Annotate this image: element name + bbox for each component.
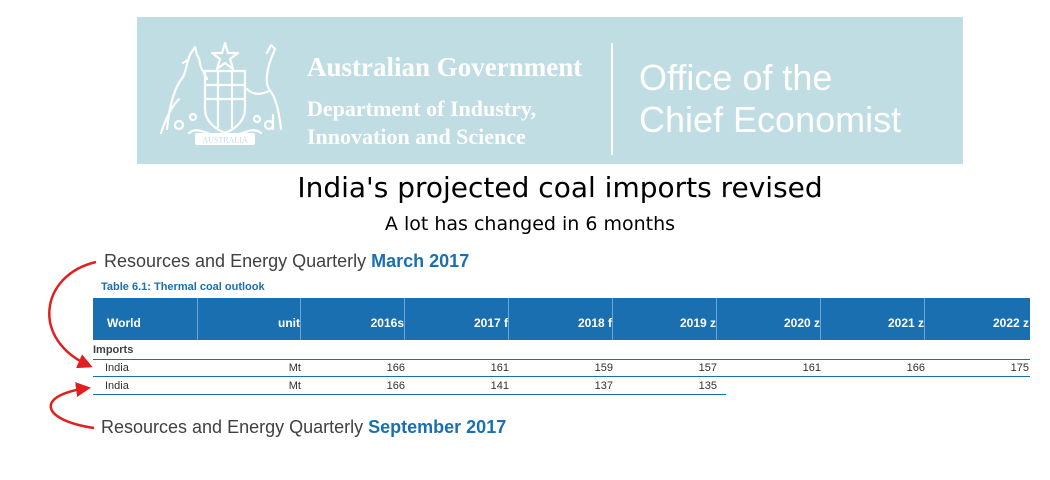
column-header-2017: 2017 f — [405, 298, 509, 340]
crest-motto: AUSTRALIA — [202, 136, 248, 145]
table-caption: Table 6.1: Thermal coal outlook — [101, 281, 265, 293]
row-value-2018: 137 — [594, 380, 613, 392]
office-name-line2: Chief Economist — [639, 99, 902, 140]
row-country: India — [105, 362, 129, 374]
column-header-unit: unit — [198, 298, 301, 340]
header-banner: AUSTRALIA Australian Government Departme… — [137, 17, 963, 164]
column-header-2021: 2021 z — [821, 298, 925, 340]
row-value-2016: 166 — [386, 380, 405, 392]
row-value-2017: 141 — [490, 380, 509, 392]
column-header-2020: 2020 z — [717, 298, 821, 340]
column-header-2022: 2022 z — [992, 316, 1029, 330]
office-name: Office of the Chief Economist — [639, 57, 901, 141]
row-unit: Mt — [288, 380, 301, 392]
row-value-2021: 166 — [906, 362, 925, 374]
row-unit: Mt — [288, 362, 301, 374]
row-value-2022: 175 — [1010, 362, 1029, 374]
edition-date: March 2017 — [371, 251, 470, 271]
banner-divider — [611, 43, 613, 155]
edition-label-march: Resources and Energy Quarterly March 201… — [104, 251, 469, 272]
department-name-line1: Department of Industry, — [307, 96, 537, 121]
edition-label-september: Resources and Energy Quarterly September… — [101, 417, 506, 438]
column-header-2019: 2019 z — [613, 298, 717, 340]
page-subtitle: A lot has changed in 6 months — [384, 213, 676, 235]
row-value-2016: 166 — [386, 362, 405, 374]
edition-date: September 2017 — [368, 417, 507, 437]
table-row: India Mt 166 161 159 157 161 166 175 — [93, 359, 1030, 377]
department-name-line2: Innovation and Science — [307, 124, 526, 149]
table-row: India Mt 166 141 137 135 — [93, 378, 726, 395]
row-value-2018: 159 — [594, 362, 613, 374]
section-label-imports: Imports — [93, 344, 134, 356]
row-country: India — [105, 380, 129, 392]
row-value-2020: 161 — [802, 362, 821, 374]
edition-prefix: Resources and Energy Quarterly — [104, 251, 367, 271]
government-name: Australian Government — [307, 52, 583, 82]
column-header-2018: 2018 f — [509, 298, 613, 340]
arrow-september-to-row — [49, 382, 95, 430]
row-value-2017: 161 — [490, 362, 509, 374]
government-block: Australian Government Department of Indu… — [307, 51, 582, 151]
coat-of-arms-icon: AUSTRALIA — [159, 41, 283, 145]
column-header-world: World — [93, 298, 198, 340]
page-title: India's projected coal imports revised — [297, 171, 823, 204]
column-header-2016: 2016s — [301, 298, 405, 340]
office-name-line1: Office of the — [639, 57, 833, 98]
row-value-2019: 135 — [698, 380, 717, 392]
arrow-march-to-row — [48, 260, 97, 369]
row-value-2019: 157 — [698, 362, 717, 374]
edition-prefix: Resources and Energy Quarterly — [101, 417, 364, 437]
table-header: World unit 2016s 2017 f 2018 f 2019 z 20… — [93, 298, 1030, 340]
